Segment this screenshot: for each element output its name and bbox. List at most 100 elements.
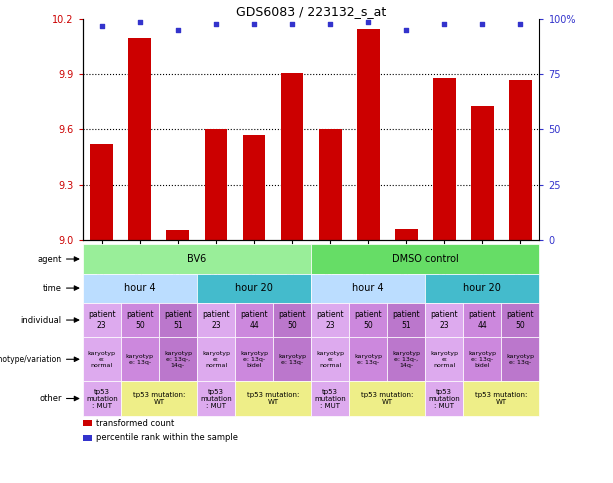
- Bar: [205, 129, 227, 240]
- Bar: [395, 228, 417, 240]
- Text: patient
44: patient 44: [468, 311, 496, 330]
- Text: patient
23: patient 23: [88, 311, 116, 330]
- Point: [249, 20, 259, 28]
- Bar: [83, 273, 197, 303]
- Text: karyotyp
e: 13q-: karyotyp e: 13q-: [278, 354, 306, 365]
- Text: patient
51: patient 51: [392, 311, 420, 330]
- Text: agent: agent: [37, 255, 62, 264]
- Bar: [167, 230, 189, 240]
- Bar: [425, 303, 463, 338]
- Bar: [501, 338, 539, 381]
- Text: hour 20: hour 20: [463, 283, 501, 293]
- Bar: [349, 303, 387, 338]
- Text: patient
50: patient 50: [354, 311, 382, 330]
- Bar: [197, 273, 311, 303]
- Bar: [311, 303, 349, 338]
- Bar: [501, 303, 539, 338]
- Bar: [349, 381, 425, 416]
- Bar: [425, 381, 463, 416]
- Bar: [311, 381, 349, 416]
- Text: patient
50: patient 50: [126, 311, 154, 330]
- Bar: [319, 129, 341, 240]
- Text: tp53
mutation
: MUT: tp53 mutation : MUT: [428, 388, 460, 409]
- Text: tp53 mutation:
WT: tp53 mutation: WT: [247, 392, 299, 405]
- Bar: [463, 381, 539, 416]
- Text: patient
23: patient 23: [430, 311, 458, 330]
- Bar: [509, 80, 532, 240]
- Bar: [471, 106, 494, 240]
- Bar: [129, 38, 151, 240]
- Bar: [121, 381, 197, 416]
- Bar: [311, 338, 349, 381]
- Bar: [90, 144, 113, 240]
- Point: [173, 27, 183, 34]
- Bar: [281, 72, 303, 240]
- Bar: [197, 381, 235, 416]
- Text: tp53
mutation
: MUT: tp53 mutation : MUT: [200, 388, 232, 409]
- Bar: [83, 420, 93, 426]
- Point: [211, 20, 221, 28]
- Bar: [83, 338, 121, 381]
- Bar: [357, 28, 379, 240]
- Text: karyotyp
e: 13q-,
14q-: karyotyp e: 13q-, 14q-: [392, 351, 421, 368]
- Title: GDS6083 / 223132_s_at: GDS6083 / 223132_s_at: [236, 5, 386, 18]
- Text: BV6: BV6: [188, 254, 207, 264]
- Bar: [463, 338, 501, 381]
- Text: karyotyp
e: 13q-,
14q-: karyotyp e: 13q-, 14q-: [164, 351, 192, 368]
- Text: tp53 mutation:
WT: tp53 mutation: WT: [361, 392, 413, 405]
- Point: [287, 20, 297, 28]
- Bar: [243, 135, 265, 240]
- Bar: [425, 338, 463, 381]
- Bar: [273, 338, 311, 381]
- Text: karyotyp
e: 13q-
bidel: karyotyp e: 13q- bidel: [468, 351, 497, 368]
- Text: time: time: [43, 284, 62, 293]
- Bar: [387, 338, 425, 381]
- Text: karyotyp
e: 13q-
bidel: karyotyp e: 13q- bidel: [240, 351, 268, 368]
- Bar: [121, 338, 159, 381]
- Text: genotype/variation: genotype/variation: [0, 355, 62, 364]
- Text: patient
51: patient 51: [164, 311, 192, 330]
- Bar: [197, 338, 235, 381]
- Bar: [311, 244, 539, 273]
- Text: tp53 mutation:
WT: tp53 mutation: WT: [132, 392, 185, 405]
- Bar: [425, 273, 539, 303]
- Bar: [463, 303, 501, 338]
- Point: [135, 18, 145, 26]
- Point: [97, 22, 107, 30]
- Text: patient
23: patient 23: [202, 311, 230, 330]
- Text: karyotyp
e: 13q-: karyotyp e: 13q-: [126, 354, 154, 365]
- Text: karyotyp
e: 13q-: karyotyp e: 13q-: [506, 354, 535, 365]
- Text: DMSO control: DMSO control: [392, 254, 459, 264]
- Bar: [197, 303, 235, 338]
- Text: patient
50: patient 50: [506, 311, 534, 330]
- Bar: [83, 244, 311, 273]
- Text: individual: individual: [21, 315, 62, 325]
- Point: [326, 20, 335, 28]
- Bar: [311, 273, 425, 303]
- Text: tp53
mutation
: MUT: tp53 mutation : MUT: [86, 388, 118, 409]
- Bar: [235, 303, 273, 338]
- Bar: [83, 435, 93, 441]
- Bar: [83, 381, 121, 416]
- Text: patient
44: patient 44: [240, 311, 268, 330]
- Text: karyotyp
e:
normal: karyotyp e: normal: [430, 351, 459, 368]
- Text: karyotyp
e:
normal: karyotyp e: normal: [88, 351, 116, 368]
- Bar: [235, 381, 311, 416]
- Text: patient
50: patient 50: [278, 311, 306, 330]
- Text: hour 4: hour 4: [124, 283, 156, 293]
- Text: tp53
mutation
: MUT: tp53 mutation : MUT: [314, 388, 346, 409]
- Text: karyotyp
e: 13q-: karyotyp e: 13q-: [354, 354, 382, 365]
- Text: patient
23: patient 23: [316, 311, 344, 330]
- Text: karyotyp
e:
normal: karyotyp e: normal: [316, 351, 344, 368]
- Text: hour 4: hour 4: [352, 283, 384, 293]
- Point: [440, 20, 449, 28]
- Bar: [83, 303, 121, 338]
- Bar: [159, 303, 197, 338]
- Bar: [349, 338, 387, 381]
- Point: [516, 20, 525, 28]
- Text: transformed count: transformed count: [96, 419, 174, 428]
- Text: tp53 mutation:
WT: tp53 mutation: WT: [475, 392, 528, 405]
- Text: karyotyp
e:
normal: karyotyp e: normal: [202, 351, 230, 368]
- Point: [478, 20, 487, 28]
- Point: [364, 18, 373, 26]
